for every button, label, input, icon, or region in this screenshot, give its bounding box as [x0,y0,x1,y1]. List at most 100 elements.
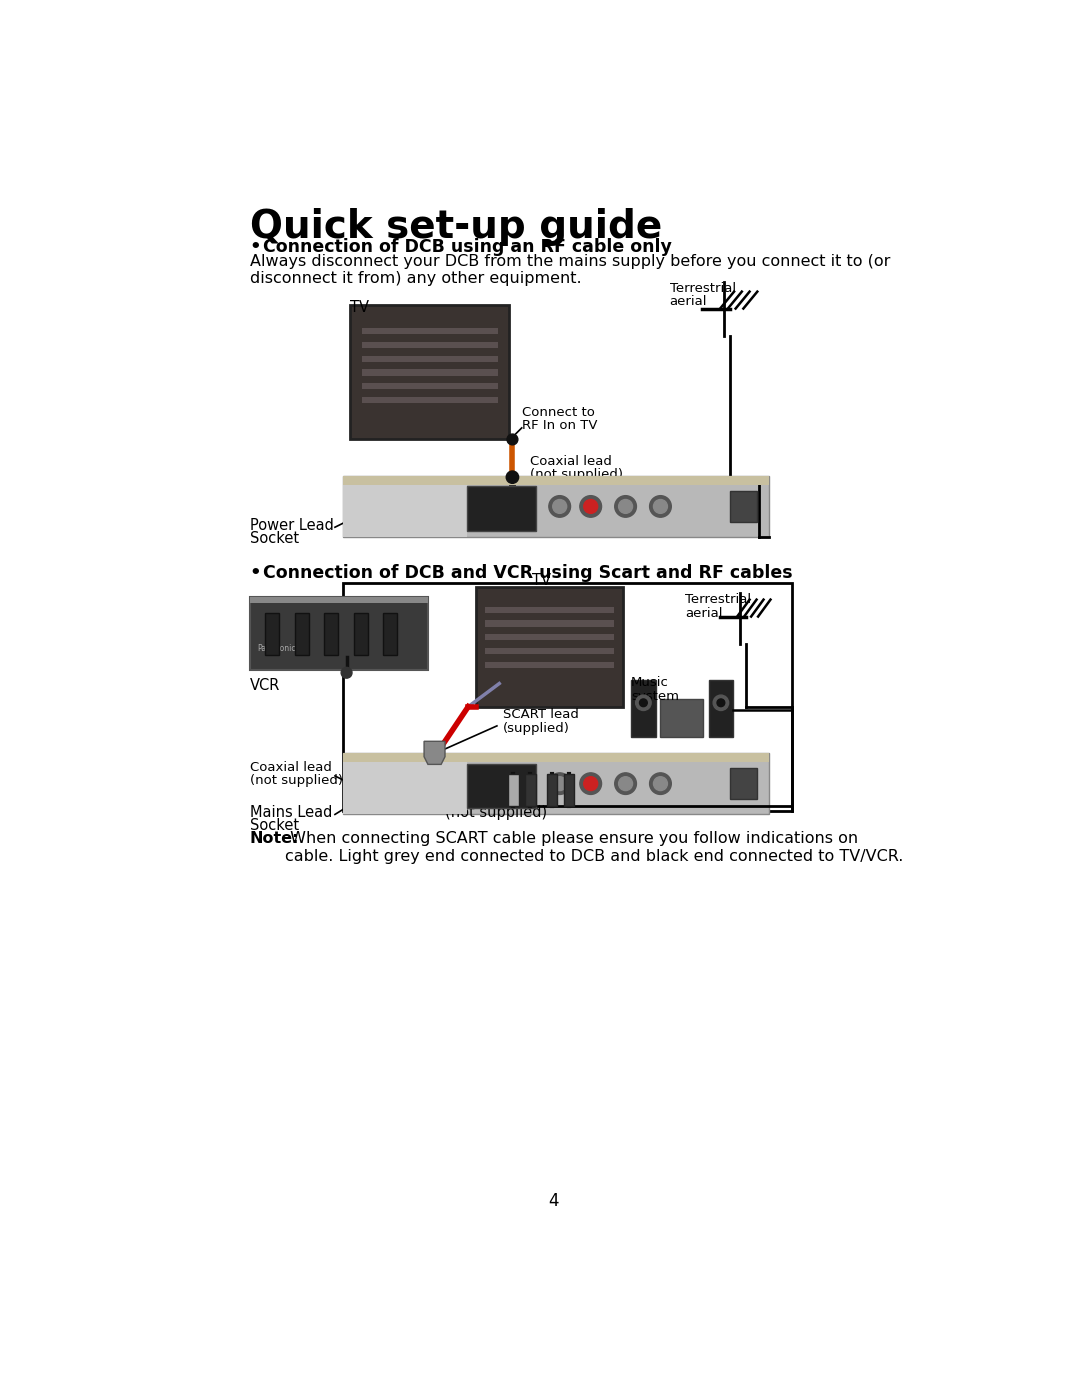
Bar [546,774,557,806]
Text: (supplied): (supplied) [503,722,570,735]
Text: Music: Music [631,676,669,689]
Text: Socket: Socket [249,819,299,833]
Text: CE: CE [347,515,362,525]
Text: aerial: aerial [685,606,723,619]
Text: Coaxial lead: Coaxial lead [530,455,612,468]
Bar [362,369,498,376]
Circle shape [553,777,567,791]
Text: Power Lead: Power Lead [249,518,334,534]
Bar [661,698,703,738]
Bar [362,383,498,390]
Text: Audio leads: Audio leads [445,791,530,806]
Text: Quick set-up guide: Quick set-up guide [249,208,662,246]
Text: Connection of DCB using an RF cable only: Connection of DCB using an RF cable only [262,239,672,257]
Text: Terrestrial: Terrestrial [670,282,735,295]
Text: (not supplied): (not supplied) [445,805,548,820]
Bar [353,613,367,655]
Text: Mains Lead: Mains Lead [249,805,332,820]
Text: aerial: aerial [670,295,707,307]
Text: Panasonic: Panasonic [347,764,392,773]
Circle shape [553,500,567,513]
Bar [342,475,769,485]
Circle shape [549,496,570,517]
Circle shape [615,496,636,517]
Text: MODEL No. TU-CT20: MODEL No. TU-CT20 [347,773,423,782]
Circle shape [653,777,667,791]
Bar [342,584,793,810]
Text: Socket: Socket [249,531,299,546]
Bar [249,598,428,604]
Polygon shape [424,742,445,764]
Circle shape [580,773,602,795]
Bar [362,342,498,348]
Bar [342,753,769,763]
Bar [564,774,575,806]
Circle shape [580,496,602,517]
Bar [476,587,623,707]
Bar [525,774,536,806]
Text: (not supplied): (not supplied) [530,468,623,481]
Text: CE: CE [347,793,362,803]
Circle shape [653,500,667,513]
Circle shape [583,500,597,513]
Circle shape [341,668,352,678]
Bar [485,662,613,668]
Text: Note:: Note: [249,831,299,847]
Bar [467,764,537,809]
Text: Panasonic: Panasonic [347,486,392,496]
Circle shape [717,698,725,707]
Circle shape [649,496,672,517]
Text: TV: TV [532,573,552,588]
Circle shape [507,434,517,444]
Text: Connect to: Connect to [523,407,595,419]
Bar [485,606,613,613]
Circle shape [636,696,651,711]
Bar [485,620,613,627]
Bar [266,613,279,655]
Bar [485,648,613,654]
Text: •: • [249,239,261,257]
Bar [249,598,428,671]
Text: •: • [249,564,261,583]
Circle shape [619,500,633,513]
Circle shape [583,777,597,791]
Text: Panasonic: Panasonic [257,644,296,652]
Bar [730,490,757,522]
Bar [508,774,518,806]
Circle shape [549,773,570,795]
Bar [383,613,397,655]
Text: RF In on TV: RF In on TV [523,419,598,433]
Circle shape [649,773,672,795]
Bar [342,753,769,814]
Text: MODEL No. TU-CT20: MODEL No. TU-CT20 [347,496,423,504]
Bar [467,486,537,531]
Text: When connecting SCART cable please ensure you follow indications on
cable. Light: When connecting SCART cable please ensur… [284,831,903,863]
Bar [362,397,498,404]
Bar [342,763,467,814]
Circle shape [619,777,633,791]
Bar [295,613,309,655]
Bar [362,328,498,334]
Bar [485,634,613,640]
Circle shape [615,773,636,795]
Bar [631,680,656,738]
Circle shape [713,696,729,711]
Text: VCR: VCR [249,678,280,693]
Text: Terrestrial: Terrestrial [685,594,752,606]
Text: SCART lead: SCART lead [503,708,579,721]
Bar [362,355,498,362]
Bar [342,485,467,538]
Text: 4: 4 [549,1192,558,1210]
Circle shape [639,698,647,707]
Bar [342,475,769,538]
Text: Connection of DCB and VCR using Scart and RF cables: Connection of DCB and VCR using Scart an… [262,564,793,583]
Bar [730,768,757,799]
Text: (not supplied): (not supplied) [249,774,342,787]
Bar [708,680,733,738]
Bar [324,613,338,655]
Text: Coaxial lead: Coaxial lead [249,760,332,774]
Text: TV: TV [350,300,369,316]
Text: system: system [631,690,679,703]
Circle shape [507,471,518,483]
Bar [350,305,510,440]
